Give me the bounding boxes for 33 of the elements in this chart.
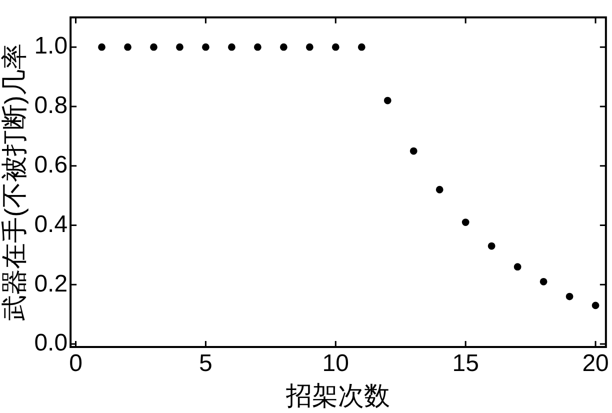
point (384, 96, 392, 104)
point (566, 292, 574, 300)
point (540, 278, 548, 286)
y-tick-label: 0.2 (34, 270, 68, 298)
x-tick-label: 0 (69, 350, 82, 378)
point (176, 43, 184, 51)
point (488, 242, 496, 250)
y-tick-label: 0.6 (34, 151, 68, 178)
point (410, 147, 418, 155)
point (124, 43, 132, 51)
point (98, 43, 106, 51)
x-tick-label: 10 (322, 350, 349, 378)
point (514, 263, 522, 271)
x-tick-label: 5 (199, 350, 212, 378)
y-tick-label: 1.0 (34, 32, 68, 60)
y-tick-label: 0.4 (34, 210, 68, 238)
point (228, 43, 236, 51)
x-tick-label: 15 (452, 350, 479, 378)
point (202, 43, 210, 51)
point (436, 186, 444, 194)
point (306, 43, 314, 51)
point (592, 302, 600, 310)
y-tick-label: 0.8 (34, 92, 68, 120)
x-axis-title: 招架次数 (285, 380, 390, 411)
y-tick-label: 0.0 (34, 330, 68, 357)
point (462, 218, 470, 226)
x-tick-label: 20 (582, 350, 609, 378)
point (358, 43, 366, 51)
y-axis-title: 武器在手(不被打断)几率 (0, 44, 29, 321)
point (280, 43, 288, 51)
point (332, 43, 340, 51)
point (150, 43, 158, 51)
point (254, 43, 262, 51)
